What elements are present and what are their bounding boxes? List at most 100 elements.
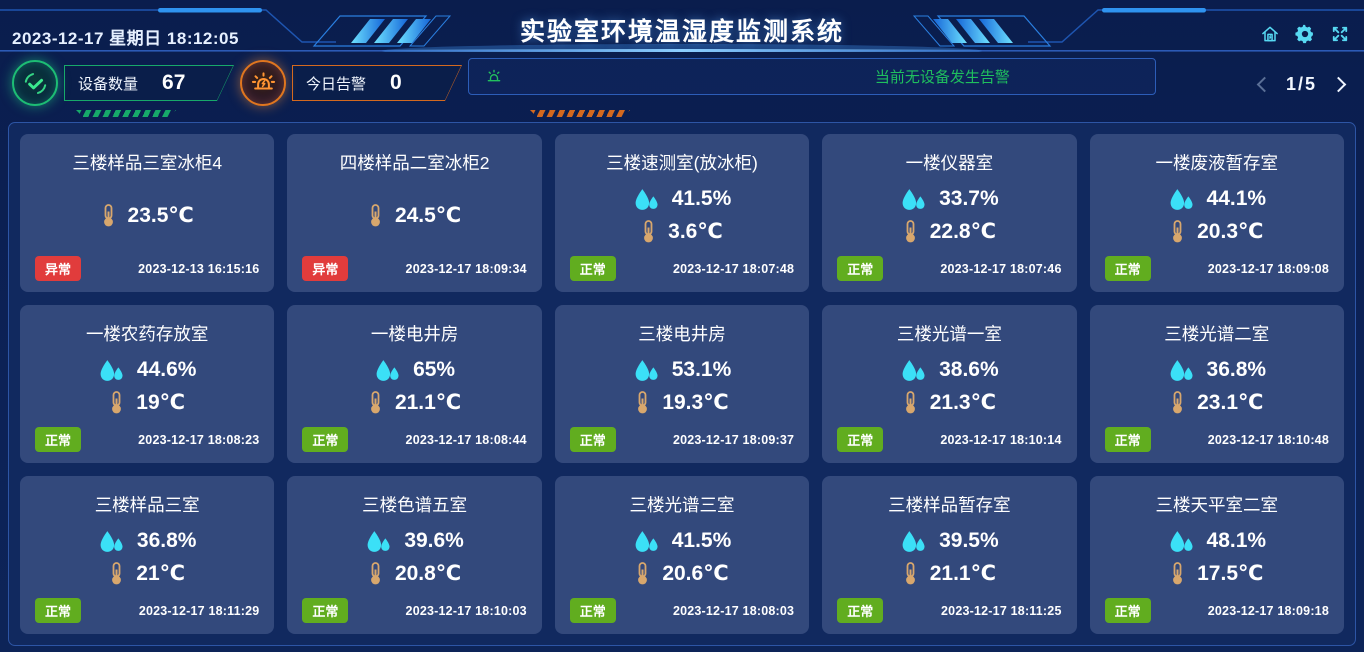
temperature-icon bbox=[112, 562, 122, 585]
device-card[interactable]: 三楼光谱一室 38.6% 21.3℃ 正常 2023-12-17 18:10 bbox=[822, 305, 1077, 463]
humidity-value: 41.5% bbox=[671, 529, 732, 553]
card-footer: 正常 2023-12-17 18:08:03 bbox=[567, 598, 797, 626]
next-page-button[interactable] bbox=[1330, 76, 1347, 93]
datetime: 2023-12-17 星期日 18:12:05 bbox=[12, 29, 239, 48]
humidity-icon bbox=[100, 359, 123, 381]
card-footer: 正常 2023-12-17 18:07:46 bbox=[834, 256, 1064, 284]
card-body: 38.6% 21.3℃ bbox=[834, 346, 1064, 427]
card-footer: 正常 2023-12-17 18:10:48 bbox=[1102, 427, 1332, 455]
alert-banner: 当前无设备发生告警 bbox=[468, 58, 1156, 95]
humidity-metric: 39.5% bbox=[900, 529, 999, 554]
temperature-metric: 23.5℃ bbox=[101, 203, 194, 228]
humidity-metric: 36.8% bbox=[98, 529, 197, 554]
card-title: 三楼光谱三室 bbox=[629, 495, 735, 515]
humidity-value: 65% bbox=[413, 358, 456, 382]
humidity-metric: 36.8% bbox=[1168, 358, 1266, 383]
device-card[interactable]: 三楼天平室二室 48.1% 17.5℃ 正常 2023-12-17 18:0 bbox=[1089, 476, 1344, 634]
temperature-value: 19℃ bbox=[136, 391, 186, 415]
header-decoration bbox=[0, 7, 1364, 52]
prev-page-button[interactable] bbox=[1256, 76, 1273, 93]
status-badge: 正常 bbox=[569, 598, 616, 623]
device-card[interactable]: 三楼光谱二室 36.8% 23.1℃ 正常 2023-12-17 18:10 bbox=[1089, 305, 1344, 463]
status-badge: 正常 bbox=[1104, 427, 1151, 452]
temperature-metric: 20.6℃ bbox=[635, 561, 729, 586]
device-card[interactable]: 三楼样品三室冰柜4 23.5℃ 异常 2023-12-13 16:15:16 bbox=[20, 134, 275, 292]
humidity-value: 53.1% bbox=[671, 358, 732, 382]
device-card[interactable]: 三楼速测室(放冰柜) 41.5% 3.6℃ 正常 2023-12-17 18 bbox=[554, 134, 810, 292]
status-badge: 正常 bbox=[302, 427, 349, 452]
humidity-metric: 38.6% bbox=[900, 358, 999, 383]
stat-stripes-decoration bbox=[76, 110, 176, 117]
humidity-value: 48.1% bbox=[1206, 529, 1267, 553]
device-card[interactable]: 三楼电井房 53.1% 19.3℃ 正常 2023-12-17 18:09: bbox=[554, 305, 810, 463]
humidity-icon bbox=[902, 359, 925, 381]
humidity-value: 33.7% bbox=[939, 187, 999, 211]
alarm-today-stat: 今日告警 0 bbox=[240, 60, 462, 106]
humidity-metric: 41.5% bbox=[633, 529, 732, 554]
temperature-metric: 3.6℃ bbox=[641, 219, 723, 244]
card-body: 44.6% 19℃ bbox=[32, 346, 262, 427]
device-card[interactable]: 三楼光谱三室 41.5% 20.6℃ 正常 2023-12-17 18:08 bbox=[554, 476, 810, 634]
card-body: 44.1% 20.3℃ bbox=[1102, 175, 1332, 256]
temperature-value: 17.5℃ bbox=[1197, 562, 1264, 586]
card-title: 三楼速测室(放冰柜) bbox=[606, 153, 758, 173]
home-icon[interactable] bbox=[1260, 24, 1280, 44]
status-badge: 正常 bbox=[1104, 256, 1151, 281]
device-card[interactable]: 一楼仪器室 33.7% 22.8℃ 正常 2023-12-17 18:07: bbox=[822, 134, 1077, 292]
humidity-icon bbox=[635, 188, 658, 210]
alarm-siren-icon bbox=[240, 60, 286, 106]
temperature-value: 24.5℃ bbox=[394, 204, 462, 227]
temperature-metric: 20.8℃ bbox=[368, 561, 461, 586]
settings-icon[interactable] bbox=[1295, 24, 1315, 44]
temperature-icon bbox=[644, 220, 654, 243]
temperature-value: 23.5℃ bbox=[127, 204, 194, 227]
device-card[interactable]: 一楼废液暂存室 44.1% 20.3℃ 正常 2023-12-17 18:0 bbox=[1089, 134, 1344, 292]
card-body: 23.5℃ bbox=[32, 175, 262, 256]
alarm-today-value: 0 bbox=[390, 71, 402, 94]
last-update-time: 2023-12-17 18:10:03 bbox=[405, 603, 527, 618]
temperature-value: 23.1℃ bbox=[1197, 391, 1264, 415]
device-card[interactable]: 三楼样品暂存室 39.5% 21.1℃ 正常 2023-12-17 18:1 bbox=[822, 476, 1077, 634]
device-card[interactable]: 一楼农药存放室 44.6% 19℃ 正常 2023-12-17 18:08: bbox=[20, 305, 275, 463]
humidity-metric: 41.5% bbox=[633, 187, 732, 212]
status-badge: 正常 bbox=[569, 427, 616, 452]
card-body: 53.1% 19.3℃ bbox=[567, 346, 797, 427]
fullscreen-icon[interactable] bbox=[1330, 24, 1350, 44]
device-card[interactable]: 一楼电井房 65% 21.1℃ 正常 2023-12-17 18:08:44 bbox=[287, 305, 542, 463]
stats-row: 设备数量 67 今日告警 0 bbox=[0, 52, 1364, 114]
last-update-time: 2023-12-17 18:07:46 bbox=[940, 261, 1062, 276]
humidity-value: 36.8% bbox=[136, 529, 197, 553]
humidity-icon bbox=[376, 359, 399, 381]
humidity-icon bbox=[635, 530, 658, 552]
status-badge: 正常 bbox=[35, 598, 82, 623]
humidity-icon bbox=[1170, 359, 1193, 381]
humidity-metric: 65% bbox=[374, 358, 455, 383]
card-footer: 正常 2023-12-17 18:07:48 bbox=[567, 256, 797, 284]
temperature-icon bbox=[1173, 220, 1183, 243]
temperature-icon bbox=[905, 391, 915, 414]
humidity-value: 39.5% bbox=[939, 529, 999, 553]
temperature-metric: 23.1℃ bbox=[1170, 390, 1263, 415]
device-card[interactable]: 四楼样品二室冰柜2 24.5℃ 异常 2023-12-17 18:09:34 bbox=[287, 134, 542, 292]
card-body: 24.5℃ bbox=[299, 175, 529, 256]
card-footer: 正常 2023-12-17 18:10:03 bbox=[299, 598, 529, 626]
temperature-icon bbox=[638, 562, 648, 585]
temperature-icon bbox=[371, 562, 380, 585]
card-footer: 异常 2023-12-13 16:15:16 bbox=[32, 256, 262, 284]
card-body: 41.5% 20.6℃ bbox=[567, 517, 797, 598]
humidity-icon bbox=[1170, 530, 1193, 552]
humidity-value: 41.5% bbox=[671, 187, 732, 211]
card-footer: 正常 2023-12-17 18:09:18 bbox=[1102, 598, 1332, 626]
temperature-metric: 19.3℃ bbox=[635, 390, 729, 415]
temperature-icon bbox=[1173, 562, 1183, 585]
last-update-time: 2023-12-17 18:09:08 bbox=[1207, 261, 1329, 276]
card-body: 39.5% 21.1℃ bbox=[834, 517, 1064, 598]
card-title: 三楼光谱一室 bbox=[896, 324, 1002, 344]
device-card[interactable]: 三楼样品三室 36.8% 21℃ 正常 2023-12-17 18:11:2 bbox=[20, 476, 275, 634]
header-actions bbox=[1260, 24, 1350, 44]
card-title: 三楼天平室二室 bbox=[1155, 495, 1279, 515]
card-body: 36.8% 21℃ bbox=[32, 517, 262, 598]
device-card[interactable]: 三楼色谱五室 39.6% 20.8℃ 正常 2023-12-17 18:10 bbox=[287, 476, 542, 634]
card-title: 一楼电井房 bbox=[370, 324, 459, 344]
last-update-time: 2023-12-17 18:08:23 bbox=[138, 432, 260, 447]
